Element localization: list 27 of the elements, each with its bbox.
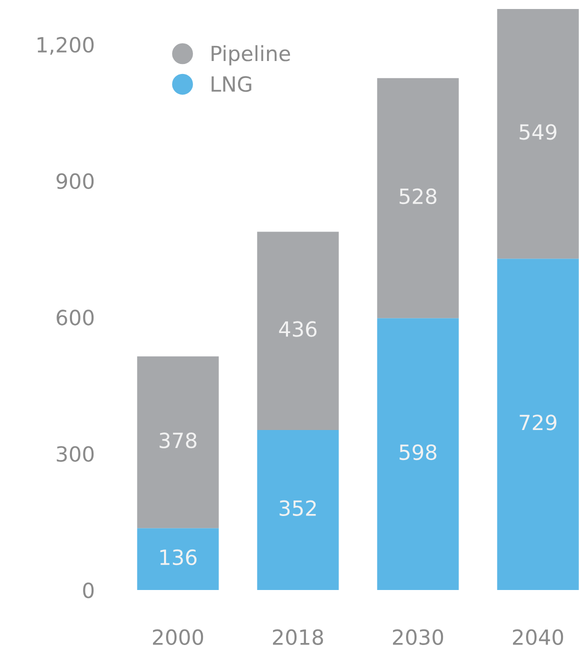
bar [137,528,219,590]
y-tick-label: 300 [56,446,94,462]
data-label: 729 [520,414,556,430]
data-label: 136 [160,549,197,566]
bar [497,258,579,590]
x-tick-label: 2018 [272,629,324,646]
legend-label: LNG [212,76,252,92]
bar [497,9,579,259]
x-tick-label: 2040 [512,629,564,646]
bar [257,232,339,430]
data-label: 528 [400,188,436,204]
data-label: 598 [400,444,436,460]
legend-label: Pipeline [212,45,290,66]
bar [257,430,339,590]
data-label: 378 [160,432,196,448]
data-label: 436 [279,321,317,337]
x-tick-label: 2030 [392,629,444,646]
x-tick-label: 2000 [152,629,204,646]
y-tick-label: 600 [56,310,94,326]
data-label: 352 [280,500,316,516]
bar [377,78,459,318]
y-tick-label: 0 [83,582,94,598]
bar [137,356,219,528]
data-label: 549 [520,124,556,140]
y-tick-label: 1,200 [38,36,94,55]
bar [377,318,459,590]
y-tick-label: 900 [56,173,94,190]
